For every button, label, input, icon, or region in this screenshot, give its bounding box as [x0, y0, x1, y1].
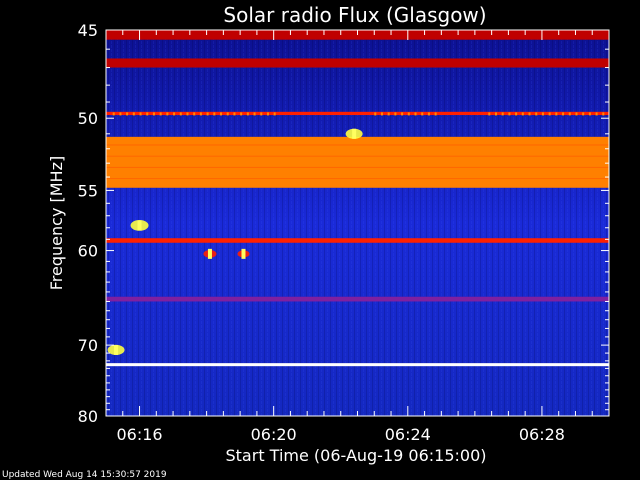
periodic-pulse [488, 112, 491, 116]
periodic-pulse [119, 112, 122, 116]
periodic-pulse [112, 112, 115, 116]
burst-core [207, 248, 212, 259]
periodic-pulse [179, 112, 182, 116]
periodic-pulse [541, 112, 544, 116]
frequency-band-core [106, 364, 609, 366]
periodic-pulse [374, 112, 377, 116]
periodic-pulse [233, 112, 236, 116]
updated-timestamp: Updated Wed Aug 14 15:30:57 2019 [2, 470, 167, 480]
x-tick-label: 06:16 [116, 425, 162, 444]
periodic-pulse [173, 112, 176, 116]
chart-title: Solar radio Flux (Glasgow) [223, 3, 486, 27]
frequency-band [106, 58, 609, 68]
y-tick-label: 45 [78, 21, 98, 40]
periodic-pulse [394, 112, 397, 116]
periodic-pulse [427, 112, 430, 116]
periodic-pulse [273, 112, 276, 116]
periodic-pulse [206, 112, 209, 116]
y-tick-label: 70 [78, 336, 98, 355]
y-tick-label: 50 [78, 109, 98, 128]
periodic-pulse [521, 112, 524, 116]
x-axis-label: Start Time (06-Aug-19 06:15:00) [226, 446, 487, 465]
periodic-pulse [146, 112, 149, 116]
periodic-pulse [240, 112, 243, 116]
periodic-pulse [401, 112, 404, 116]
periodic-pulse [494, 112, 497, 116]
frequency-band [106, 111, 609, 116]
periodic-pulse [602, 112, 605, 116]
frequency-band [106, 296, 609, 302]
periodic-pulse [220, 112, 223, 116]
periodic-pulse [213, 112, 216, 116]
x-tick-label: 06:24 [385, 425, 431, 444]
x-tick-label: 06:20 [251, 425, 297, 444]
periodic-pulse [166, 112, 169, 116]
burst-core [352, 128, 357, 139]
spectrogram-noise [106, 30, 609, 416]
periodic-pulse [508, 112, 511, 116]
burst-core [137, 220, 142, 231]
periodic-pulse [535, 112, 538, 116]
periodic-pulse [421, 112, 424, 116]
y-axis: 45 50 55 60 70 80 [78, 21, 609, 426]
periodic-pulse [568, 112, 571, 116]
burst-core [114, 344, 119, 355]
periodic-pulse [528, 112, 531, 116]
burst-core [241, 248, 246, 259]
periodic-pulse [260, 112, 263, 116]
periodic-pulse [380, 112, 383, 116]
periodic-pulse [387, 112, 390, 116]
periodic-pulse [132, 112, 135, 116]
frequency-band-streak [106, 155, 609, 157]
periodic-pulse [126, 112, 129, 116]
y-tick-label: 80 [78, 407, 98, 426]
frequency-band-streak [106, 178, 609, 180]
y-tick-label: 55 [78, 181, 98, 200]
frequency-band-streak [106, 144, 609, 146]
periodic-pulse [501, 112, 504, 116]
periodic-pulse [434, 112, 437, 116]
periodic-pulse [246, 112, 249, 116]
periodic-pulse [199, 112, 202, 116]
periodic-pulse [548, 112, 551, 116]
periodic-pulse [266, 112, 269, 116]
periodic-pulse [407, 112, 410, 116]
periodic-pulse [595, 112, 598, 116]
periodic-pulse [582, 112, 585, 116]
periodic-pulse [575, 112, 578, 116]
periodic-pulse [152, 112, 155, 116]
periodic-pulse [159, 112, 162, 116]
periodic-pulse [562, 112, 565, 116]
periodic-pulse [515, 112, 518, 116]
periodic-pulse [193, 112, 196, 116]
x-axis: 06:16 06:20 06:24 06:28 [116, 30, 593, 444]
periodic-pulse [588, 112, 591, 116]
periodic-pulse [555, 112, 558, 116]
y-axis-label: Frequency [MHz] [47, 156, 66, 290]
periodic-pulse [226, 112, 229, 116]
plot-area [106, 30, 609, 416]
periodic-pulse [414, 112, 417, 116]
periodic-pulse [186, 112, 189, 116]
y-tick-label: 60 [78, 242, 98, 261]
x-tick-label: 06:28 [519, 425, 565, 444]
frequency-band-streak [106, 166, 609, 168]
frequency-band [106, 238, 609, 243]
periodic-pulse [253, 112, 256, 116]
periodic-pulse [139, 112, 142, 116]
